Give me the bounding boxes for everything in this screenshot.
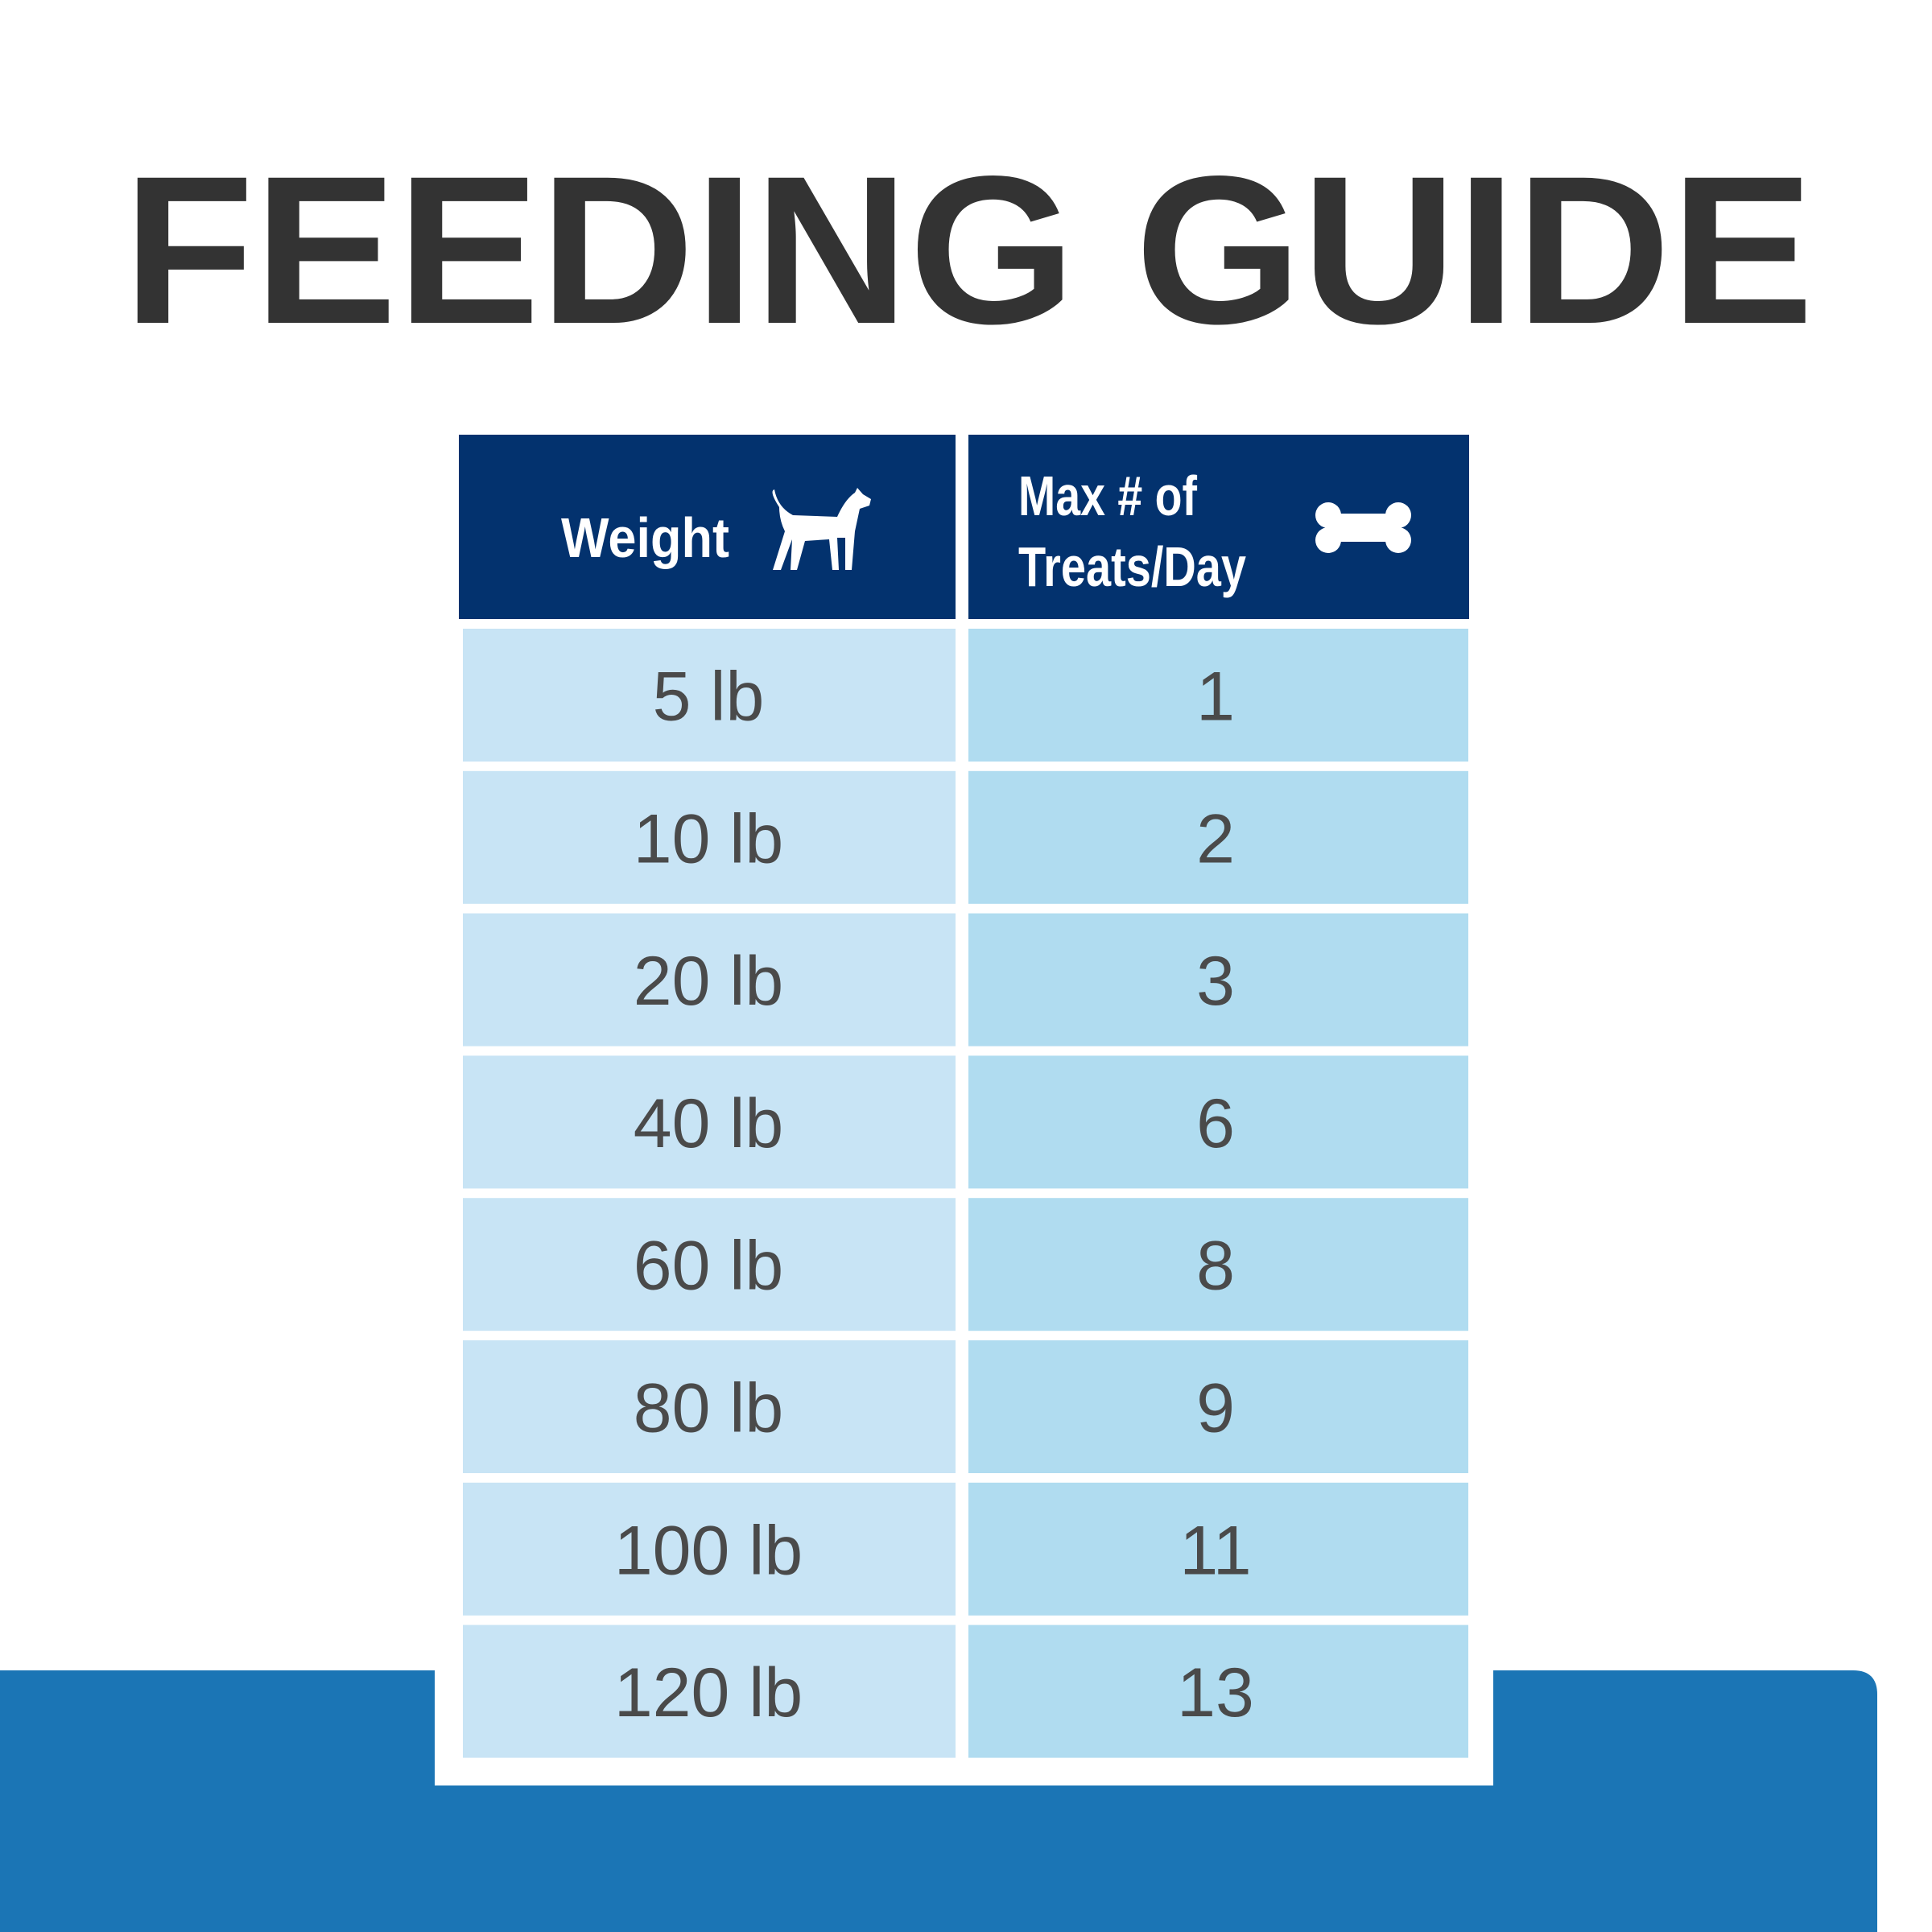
table-cell (968, 1340, 1468, 1473)
table-cell (968, 1624, 1468, 1758)
table-cell (968, 1198, 1468, 1331)
cell-text: 100 lb (614, 1512, 803, 1589)
cell-text: 1 (1196, 658, 1235, 736)
cell-text: 20 lb (634, 943, 784, 1020)
header-label: Treats/Day (1018, 535, 1246, 598)
table-cell (968, 770, 1468, 904)
cell-text: 10 lb (634, 800, 784, 877)
table-cell (968, 629, 1468, 762)
title: FEEDING GUIDE (123, 132, 1814, 368)
table-cell (463, 1055, 956, 1189)
cell-text: 9 (1196, 1370, 1235, 1447)
cell-text: 5 lb (653, 658, 765, 736)
cell-text: 120 lb (614, 1654, 803, 1732)
cell-text: 40 lb (634, 1085, 784, 1162)
cell-text: 11 (1179, 1512, 1251, 1589)
table-cell (463, 913, 956, 1046)
table-cell (463, 1198, 956, 1331)
bone-icon (1315, 502, 1411, 553)
table-cell (463, 770, 956, 904)
header-label: Weight (561, 506, 729, 569)
cell-text: 6 (1196, 1085, 1235, 1162)
table-cell (968, 1055, 1468, 1189)
header-cell (459, 435, 956, 619)
cell-text: 80 lb (634, 1370, 784, 1447)
cell-text: 8 (1196, 1228, 1235, 1305)
header-label: Max # of (1018, 464, 1198, 527)
dog-icon (772, 488, 871, 570)
cell-text: 3 (1196, 943, 1235, 1020)
table-cell (463, 1340, 956, 1473)
table-cell (968, 913, 1468, 1046)
table-cell (463, 629, 956, 762)
cell-text: 13 (1177, 1654, 1254, 1732)
cell-text: 60 lb (634, 1228, 784, 1305)
table-cell (968, 1482, 1468, 1616)
table-cell (463, 1624, 956, 1758)
cell-text: 2 (1196, 800, 1235, 877)
table-cell (463, 1482, 956, 1616)
